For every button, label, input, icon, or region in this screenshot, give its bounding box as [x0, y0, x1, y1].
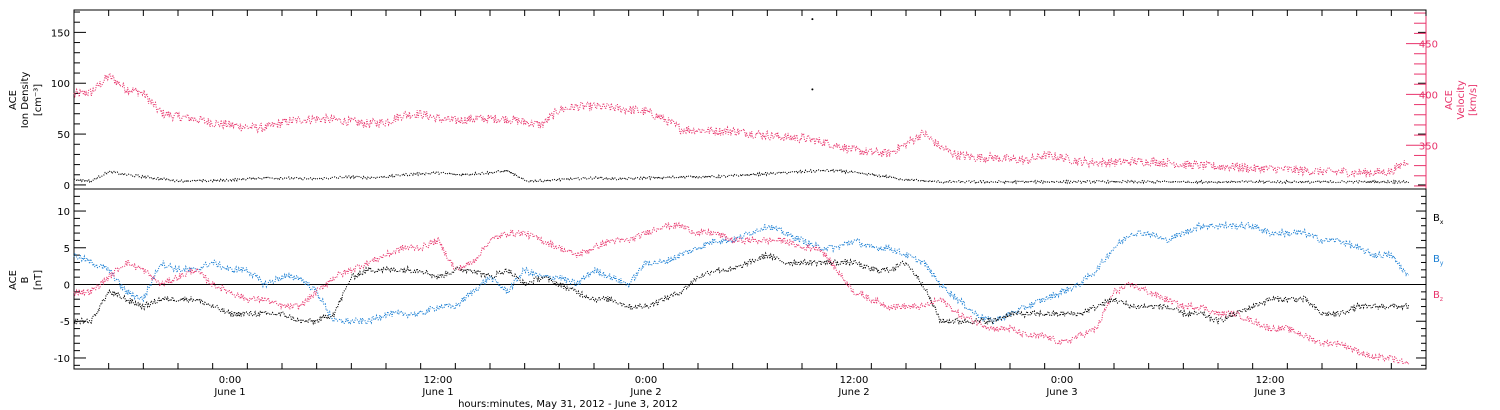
bottom-panel: -10 -5 0 5 10 [54, 188, 1427, 370]
x-tick-date-label: June 1 [213, 387, 245, 398]
x-tick-date-label: June 2 [629, 387, 661, 398]
x-tick-time-label: 12:00 [840, 375, 869, 386]
legend-bz: Bz [1433, 290, 1443, 303]
x-tick-time-label: 0:00 [635, 375, 657, 386]
bottom-axis-label-1: ACE [8, 270, 19, 290]
top-left-axis-label-2: Ion Density [20, 72, 31, 129]
legend-bx: Bx [1433, 213, 1444, 226]
x-tick-date-label: June 3 [1045, 387, 1077, 398]
top-left-tick-label: 0 [64, 181, 70, 192]
x-tick-time-label: 12:00 [424, 375, 453, 386]
top-left-axis-label-3: [cm⁻³] [33, 84, 44, 116]
velocity-series [73, 72, 1410, 178]
top-left-tick-label: 50 [57, 130, 70, 141]
density-series [73, 168, 1409, 185]
density-outlier-point [811, 88, 814, 91]
bottom-tick-label: -5 [60, 317, 70, 328]
x-tick-date-label: June 3 [1253, 387, 1285, 398]
x-tick-date-label: June 2 [837, 387, 869, 398]
by-series [73, 220, 1409, 326]
top-panel: 0 50 100 150 350 400 450 [51, 9, 1438, 192]
top-left-tick-label: 150 [51, 28, 70, 39]
top-right-tick-label: 450 [1419, 40, 1438, 51]
x-tick-time-label: 12:00 [1256, 375, 1285, 386]
top-frame [73, 9, 1427, 190]
bottom-axis-label-2: B [20, 276, 31, 283]
legend-by: By [1433, 254, 1444, 267]
top-right-tick-label: 350 [1419, 141, 1438, 152]
x-tick-time-label: 0:00 [219, 375, 241, 386]
bottom-axis-label-3: [nT] [33, 270, 44, 290]
bottom-tick-label: 0 [64, 281, 70, 292]
bz-series [73, 221, 1410, 366]
bottom-tick-label: 5 [64, 244, 70, 255]
density-outlier-point [811, 18, 814, 21]
bottom-tick-label: -10 [54, 354, 70, 365]
bottom-frame [73, 188, 1427, 370]
top-left-axis-label-1: ACE [8, 90, 19, 110]
bottom-tick-label: 10 [57, 207, 70, 218]
top-right-axis-label-2: Velocity [1456, 80, 1467, 119]
top-right-axis-label-3: [km/s] [1468, 84, 1479, 116]
bx-series [73, 251, 1410, 326]
top-right-axis-label-1: ACE [1444, 90, 1455, 110]
top-right-tick-label: 400 [1419, 90, 1438, 101]
top-left-tick-label: 100 [51, 79, 70, 90]
x-tick-time-label: 0:00 [1051, 375, 1073, 386]
x-tick-date-label: June 1 [421, 387, 453, 398]
x-axis-title: hours:minutes, May 31, 2012 - June 3, 20… [458, 399, 678, 410]
